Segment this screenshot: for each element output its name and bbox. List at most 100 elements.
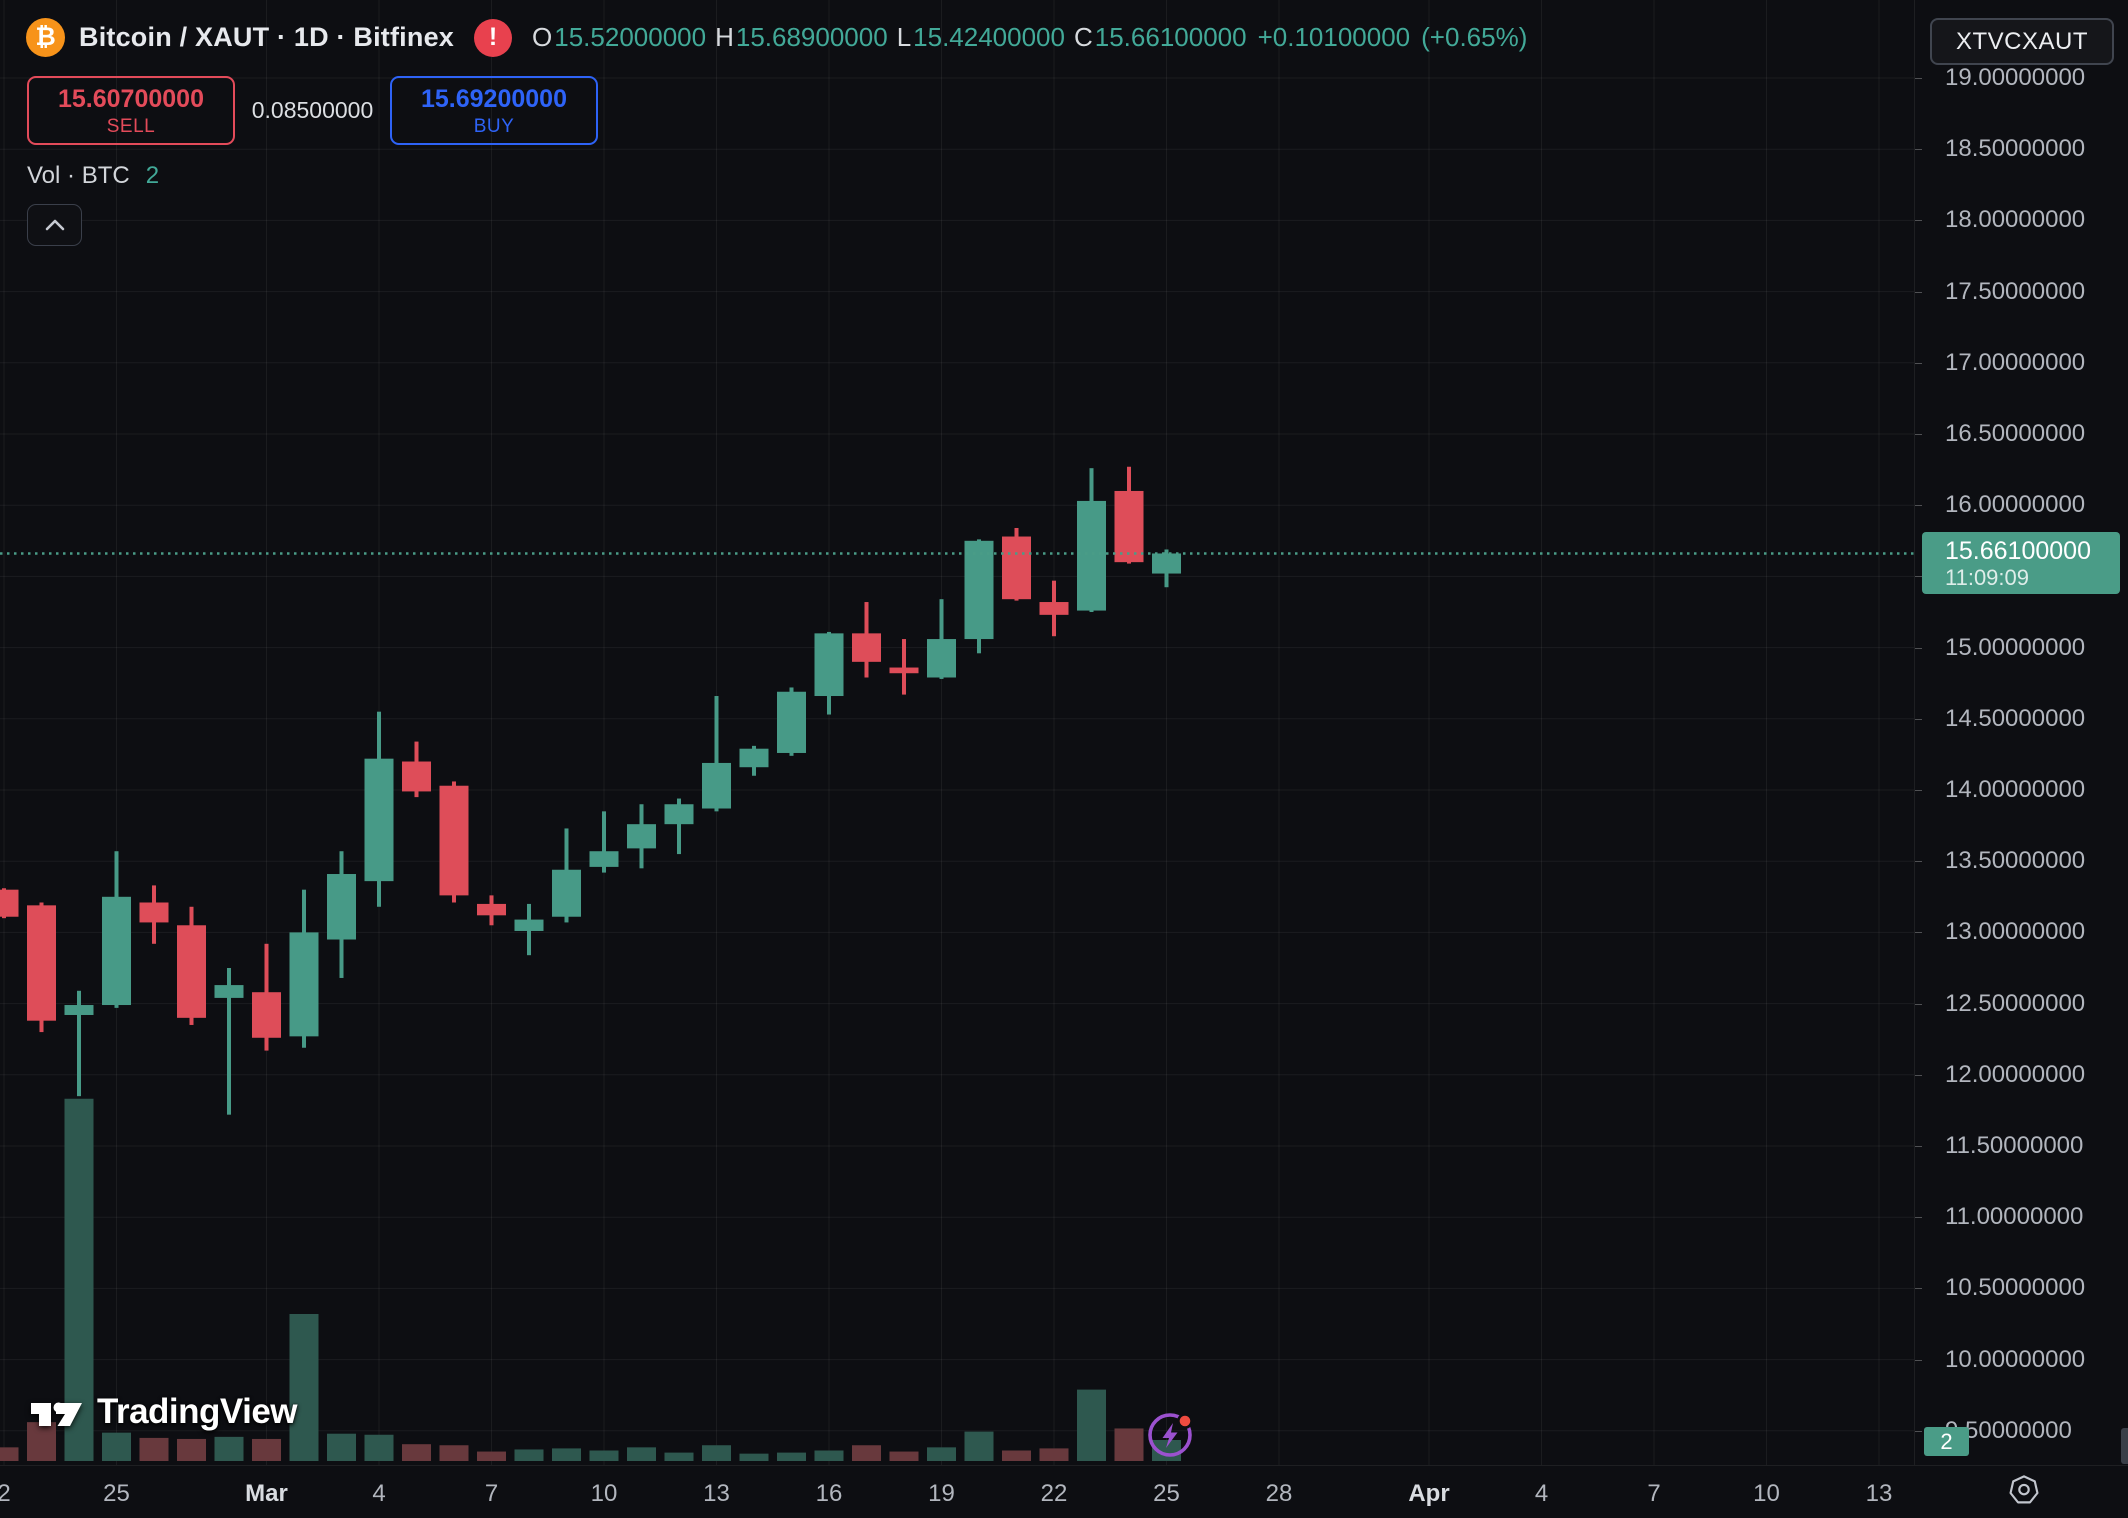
time-axis-label: 10 — [590, 1480, 618, 1507]
price-tick-mark — [1915, 149, 1922, 150]
time-axis-label: 28 — [1265, 1480, 1293, 1507]
volume-bar — [1039, 1448, 1069, 1461]
time-axis-label: 25 — [103, 1480, 130, 1507]
candle-body — [27, 905, 56, 1021]
volume-bar — [402, 1444, 431, 1461]
candle-body — [702, 762, 731, 809]
price-tick-mark — [1915, 1217, 1922, 1218]
time-axis-label: 13 — [1865, 1480, 1893, 1507]
price-tick-label: 18.50000000 — [1945, 135, 2086, 162]
price-tick-label: 16.50000000 — [1945, 420, 2086, 447]
gear-icon — [2009, 1475, 2039, 1504]
ohlc-values: O 15.52000000 H 15.68900000 L 15.42400000 C… — [532, 22, 1527, 53]
volume-bar — [964, 1431, 994, 1461]
volume-bar — [739, 1453, 769, 1461]
time-axis-label: Mar — [245, 1480, 288, 1507]
candle-body — [852, 633, 881, 662]
volume-axis-badge: 2 — [1924, 1427, 1969, 1456]
volume-bar — [814, 1450, 844, 1461]
volume-bar — [627, 1447, 656, 1461]
price-tick-label: 19.00000000 — [1945, 64, 2086, 91]
volume-bar — [214, 1436, 244, 1461]
settings-gear-button[interactable] — [2008, 1474, 2040, 1511]
volume-bar — [664, 1452, 694, 1461]
sell-button[interactable]: 15.60700000 SELL — [27, 76, 235, 145]
time-axis-label: 7 — [484, 1480, 499, 1507]
price-tick-mark — [1915, 78, 1922, 79]
symbol-search-button[interactable]: XTVCXAUT — [1930, 18, 2114, 65]
time-axis-label: 2 — [0, 1480, 11, 1507]
time-axis-label: 19 — [928, 1480, 955, 1507]
time-axis-label: 4 — [372, 1480, 386, 1507]
volume-bar — [927, 1447, 956, 1461]
price-tick-mark — [1915, 719, 1922, 720]
candle-body — [814, 633, 844, 697]
sell-label: SELL — [106, 115, 156, 137]
price-tick-label: 18.00000000 — [1945, 206, 2086, 233]
tradingview-logo-icon — [31, 1402, 82, 1426]
price-tick-label: 17.50000000 — [1945, 278, 2086, 305]
collapse-pane-button[interactable] — [27, 204, 82, 246]
candle-body — [1039, 602, 1069, 615]
price-tick-mark — [1915, 861, 1922, 862]
candle-wick — [602, 811, 606, 873]
time-axis-label: 10 — [1753, 1480, 1780, 1507]
buy-button[interactable]: 15.69200000 BUY — [390, 76, 598, 145]
buy-price: 15.69200000 — [421, 84, 567, 113]
candle-body — [0, 889, 19, 917]
symbol-title[interactable]: Bitcoin / XAUT · 1D · Bitfinex — [79, 22, 455, 52]
volume-bar — [27, 1422, 56, 1461]
volume-legend[interactable]: Vol · BTC 2 — [27, 162, 159, 190]
alert-icon[interactable]: ! — [474, 18, 513, 57]
volume-bar — [514, 1449, 544, 1461]
candle-body — [1002, 536, 1031, 600]
candle-body — [102, 896, 131, 1006]
volume-legend-value: 2 — [145, 162, 160, 189]
candle-wick — [227, 968, 231, 1115]
candle-wick — [714, 696, 719, 812]
volume-bar — [1077, 1389, 1106, 1461]
price-axis[interactable]: 19.00000000 18.50000000 18.00000000 17.5000… — [1914, 0, 2128, 1465]
bitcoin-icon: ₿ — [26, 18, 65, 57]
price-tick-mark — [1915, 576, 1922, 577]
price-tick-mark — [1915, 1075, 1922, 1076]
ohlc-item: H 15.68900000 — [715, 22, 888, 52]
watermark-text: TradingView — [97, 1392, 298, 1431]
candle-body — [927, 639, 956, 678]
time-axis[interactable]: 2 25 Mar 4 7 10 13 16 19 22 25 28 Apr 4 7 10 13 — [0, 1465, 2128, 1518]
time-axis-label: 7 — [1647, 1480, 1661, 1507]
volume-bar — [852, 1445, 881, 1461]
price-tick-mark — [1915, 220, 1922, 221]
candle-wick — [902, 639, 906, 695]
candle-body — [289, 932, 319, 1037]
time-axis-label: 13 — [703, 1480, 730, 1507]
candle-body — [364, 758, 394, 882]
clipped-edge-badge — [2121, 1428, 2128, 1464]
tradingview-watermark: TradingView — [30, 1392, 298, 1432]
volume-bar — [589, 1450, 619, 1461]
candle-body — [327, 874, 356, 940]
price-tick-label: 12.00000000 — [1945, 1061, 2086, 1088]
chevron-up-icon — [45, 219, 64, 231]
price-tick-mark — [1915, 292, 1922, 293]
lightning-icon — [1148, 1413, 1193, 1457]
candle-body — [402, 761, 431, 792]
quick-trade-button[interactable] — [1146, 1411, 1194, 1459]
price-tick-mark — [1915, 1431, 1922, 1432]
price-tick-label: 13.00000000 — [1945, 918, 2086, 945]
volume-bar — [252, 1438, 281, 1461]
last-price-value: 15.66100000 — [1945, 537, 2091, 565]
candlestick-chart[interactable] — [0, 0, 1914, 1465]
candle-body — [1077, 500, 1106, 611]
candle-body — [252, 992, 281, 1038]
price-tick-label: 11.00000000 — [1945, 1203, 2084, 1230]
candle-body — [1114, 490, 1144, 563]
price-tick-mark — [1915, 434, 1922, 435]
candle-body — [177, 925, 206, 1018]
volume-bar — [477, 1451, 506, 1461]
candle-body — [439, 785, 469, 896]
price-tick-mark — [1915, 363, 1922, 364]
volume-bar — [889, 1451, 919, 1461]
volume-bar — [177, 1438, 206, 1461]
candle-body — [64, 1005, 94, 1015]
